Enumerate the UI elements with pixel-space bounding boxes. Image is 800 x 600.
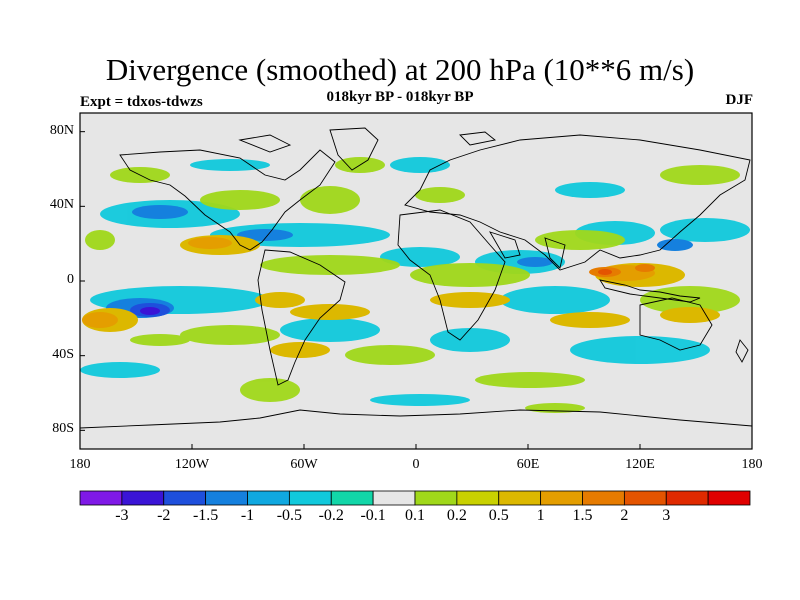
- y-tick-label: 0: [67, 272, 74, 287]
- x-tick-label: 60W: [290, 457, 318, 472]
- map-subtitle: 018kyr BP - 018kyr BP: [326, 89, 474, 105]
- map-title: Divergence (smoothed) at 200 hPa (10**6 …: [105, 52, 695, 87]
- colorbar-label: -2: [157, 507, 171, 524]
- x-tick-label: 0: [412, 457, 420, 472]
- colorbar-label: -1: [240, 507, 255, 524]
- y-tick-label: 80S: [52, 421, 74, 437]
- colorbar-swatch: [121, 490, 165, 506]
- colorbar-swatch: [414, 490, 458, 506]
- colorbar-swatch: [247, 490, 290, 506]
- colorbar-label: -3: [115, 507, 129, 524]
- experiment-label: Expt = tdxos-tdwzs: [80, 94, 203, 110]
- colorbar-swatch: [498, 490, 542, 506]
- colorbar-swatch: [330, 490, 374, 506]
- colorbar-label: -0.5: [276, 507, 303, 524]
- colorbar-swatch: [582, 490, 625, 506]
- colorbar-label: 1.5: [572, 507, 593, 524]
- colorbar-label: -1.5: [192, 507, 219, 524]
- colorbar-swatch: [456, 490, 500, 506]
- y-tick-label: 40N: [49, 197, 74, 213]
- divergence-field: [80, 157, 750, 413]
- colorbar: [79, 490, 751, 506]
- colorbar-swatch: [623, 490, 667, 506]
- colorbar-swatch: [707, 490, 751, 506]
- colorbar-swatch: [540, 490, 583, 506]
- x-tick-label: 60E: [516, 457, 540, 472]
- x-tick-label: 180: [69, 457, 91, 472]
- colorbar-swatch: [163, 490, 207, 506]
- y-tick-label: 80N: [49, 122, 74, 138]
- y-tick-label: 40S: [52, 346, 74, 362]
- colorbar-swatch: [205, 490, 248, 506]
- x-tick-label: 120W: [174, 457, 210, 472]
- colorbar-swatch: [79, 490, 123, 506]
- colorbar-label: 2: [620, 507, 629, 524]
- colorbar-label: 3: [662, 507, 671, 524]
- colorbar-swatch: [288, 490, 332, 506]
- colorbar-label: 1: [536, 507, 545, 524]
- colorbar-label: -0.1: [360, 507, 386, 524]
- colorbar-label: 0.2: [446, 507, 467, 524]
- x-tick-label: 180: [741, 457, 763, 472]
- x-tick-label: 120E: [625, 457, 655, 472]
- colorbar-swatch: [665, 490, 709, 506]
- colorbar-swatch: [372, 490, 416, 506]
- colorbar-label: 0.5: [488, 507, 509, 524]
- axis-ticks: [79, 131, 753, 449]
- colorbar-label: 0.1: [405, 507, 425, 524]
- colorbar-label: -0.2: [318, 507, 344, 524]
- coastlines: [80, 127, 752, 429]
- season-label: DJF: [725, 92, 754, 108]
